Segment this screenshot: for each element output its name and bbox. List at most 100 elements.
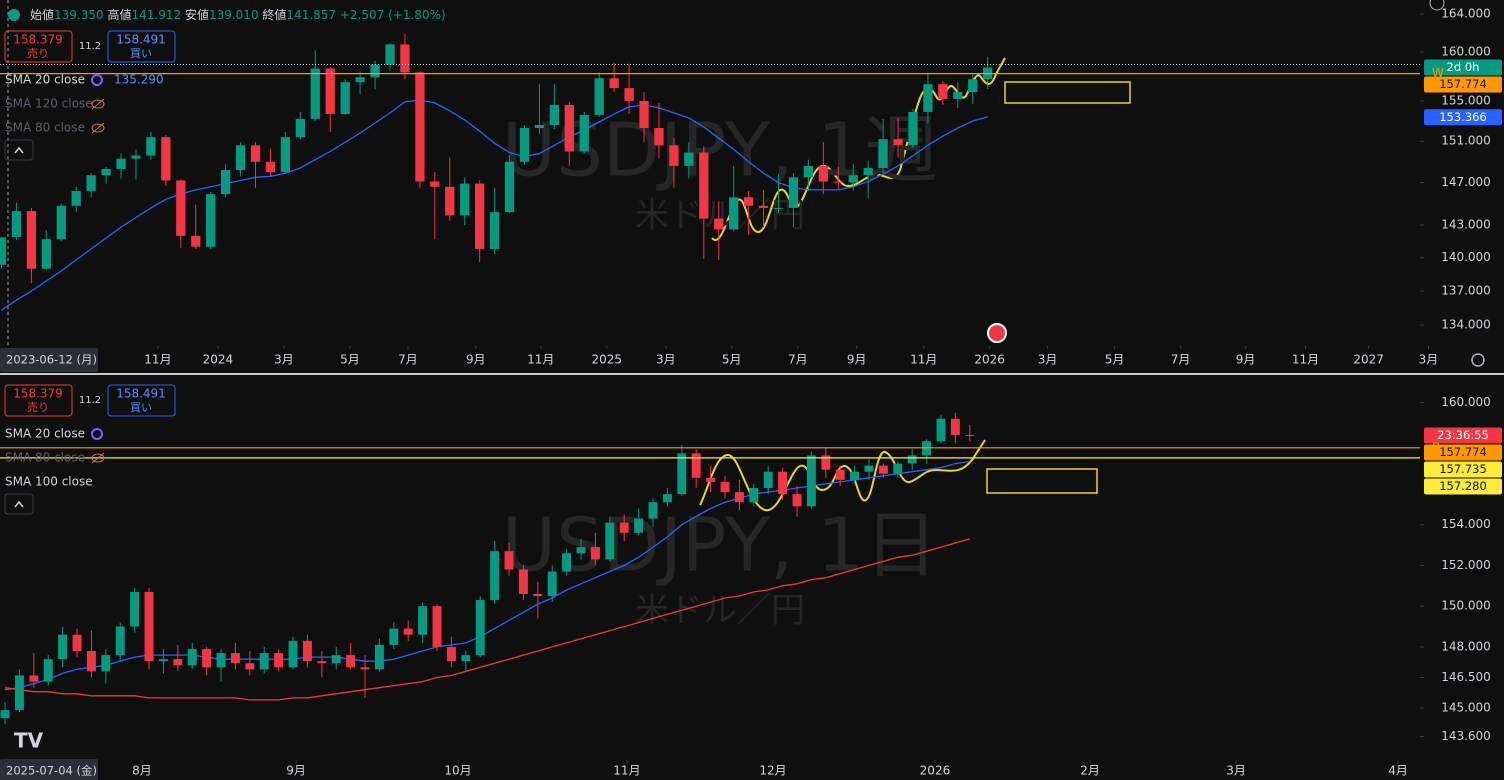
x-tick-label: 11月 bbox=[527, 353, 554, 367]
price-tag bbox=[1424, 76, 1502, 93]
candle-body bbox=[549, 104, 559, 125]
candle-body bbox=[385, 44, 395, 65]
candle-body bbox=[936, 418, 946, 442]
hidden-icon[interactable] bbox=[91, 122, 105, 134]
hidden-icon[interactable] bbox=[91, 123, 105, 133]
candle-body bbox=[968, 79, 978, 93]
collapse-button[interactable] bbox=[4, 493, 34, 515]
indicator-name[interactable]: SMA 20 close bbox=[5, 427, 85, 441]
candle-body bbox=[445, 186, 455, 216]
price-tag bbox=[1424, 109, 1502, 126]
y-tick-label: 152.000 bbox=[1441, 558, 1491, 572]
candle-body bbox=[684, 152, 694, 166]
price-tag bbox=[1424, 461, 1502, 478]
collapse-icon bbox=[14, 146, 24, 154]
legend-change: +2.507 bbox=[340, 8, 384, 22]
candle-body bbox=[230, 653, 240, 664]
candle-body bbox=[475, 183, 485, 249]
settings-button[interactable] bbox=[1471, 353, 1485, 367]
candle-body bbox=[519, 128, 530, 162]
x-tick-label: 9月 bbox=[466, 353, 486, 367]
event-flag[interactable] bbox=[987, 323, 1007, 343]
x-tick-label: 2026 bbox=[920, 764, 951, 778]
add-button[interactable] bbox=[1429, 0, 1445, 11]
cursor-date-box bbox=[0, 348, 98, 372]
watermark-subtitle: 米ドル／円 bbox=[635, 591, 805, 631]
candle-body bbox=[250, 145, 261, 162]
candle-body bbox=[792, 494, 802, 507]
price-tag-label: 157.280 bbox=[1439, 479, 1487, 493]
candle-body bbox=[547, 571, 557, 596]
indicator-name[interactable]: SMA 100 close bbox=[5, 475, 93, 489]
cursor-date: 2025-07-04 (金) bbox=[6, 764, 97, 778]
candle-body bbox=[763, 471, 773, 489]
y-tick-label: 137.000 bbox=[1441, 284, 1491, 298]
candle-body bbox=[893, 139, 903, 146]
candle-body bbox=[778, 471, 788, 495]
candle-body bbox=[605, 522, 615, 560]
collapse-button[interactable] bbox=[4, 139, 34, 161]
indicator-name[interactable]: SMA 120 close bbox=[5, 97, 93, 111]
indicator-name[interactable]: SMA 80 close bbox=[5, 451, 85, 465]
candle-body bbox=[908, 111, 918, 146]
indicator-name[interactable]: SMA 80 close bbox=[5, 121, 85, 135]
indicator-icon[interactable] bbox=[91, 428, 103, 440]
x-tick-label: 12月 bbox=[759, 764, 786, 778]
candle-body bbox=[317, 661, 327, 664]
x-tick-label: 7月 bbox=[1171, 353, 1191, 367]
candle-body bbox=[691, 453, 701, 478]
logo: TV bbox=[14, 729, 44, 753]
candle-body bbox=[176, 180, 186, 236]
sell-label: 売り bbox=[27, 47, 49, 60]
candle-body bbox=[340, 82, 350, 114]
buy-button[interactable] bbox=[107, 30, 176, 63]
watermark: USDJPY, 1日 bbox=[502, 503, 938, 589]
candle-body bbox=[288, 640, 298, 668]
legend-value: 139.350 bbox=[54, 8, 104, 22]
candle-body bbox=[403, 628, 413, 635]
hidden-icon[interactable] bbox=[91, 99, 105, 109]
hidden-icon[interactable] bbox=[91, 453, 105, 463]
candle-body bbox=[235, 145, 246, 171]
candle-body bbox=[280, 137, 291, 173]
price-tag-label: 153.366 bbox=[1439, 110, 1487, 124]
legend-label: 高値 bbox=[107, 7, 131, 22]
indicator-icon[interactable] bbox=[91, 74, 103, 86]
candle-body bbox=[743, 197, 754, 206]
candle-body bbox=[654, 128, 664, 146]
candle-body bbox=[639, 100, 649, 129]
candle-body bbox=[0, 710, 10, 719]
candle-body bbox=[71, 190, 81, 206]
price-tag bbox=[1424, 427, 1502, 444]
candle-body bbox=[923, 84, 933, 112]
price-tag bbox=[1424, 444, 1502, 461]
hidden-icon[interactable] bbox=[91, 98, 105, 110]
candle-body bbox=[818, 165, 828, 182]
candle-body bbox=[835, 469, 845, 480]
candle-body bbox=[191, 235, 201, 247]
candle-body bbox=[878, 139, 888, 168]
spread: 11.2 bbox=[79, 41, 101, 52]
candle-body bbox=[562, 553, 572, 572]
buy-button[interactable] bbox=[107, 384, 176, 417]
y-tick-label: 160.000 bbox=[1441, 395, 1491, 409]
x-tick-label: 4月 bbox=[1388, 764, 1408, 778]
candle-body bbox=[43, 659, 53, 682]
candle-body bbox=[850, 471, 860, 480]
candle-body bbox=[14, 675, 24, 711]
x-tick-label: 2027 bbox=[1353, 353, 1384, 367]
hidden-icon[interactable] bbox=[91, 452, 105, 464]
candle-body bbox=[245, 663, 255, 670]
candle-body bbox=[418, 606, 428, 635]
candle-body bbox=[415, 72, 425, 182]
sell-button[interactable] bbox=[4, 30, 73, 63]
candle-body bbox=[594, 78, 604, 115]
buy-price: 158.491 bbox=[116, 387, 166, 401]
sell-button[interactable] bbox=[4, 384, 73, 417]
candle-body bbox=[579, 114, 589, 152]
candle-body bbox=[221, 170, 231, 195]
candle-body bbox=[609, 78, 619, 89]
candle-body bbox=[699, 152, 709, 219]
candle-body bbox=[518, 569, 528, 594]
indicator-name[interactable]: SMA 20 close bbox=[5, 73, 85, 87]
